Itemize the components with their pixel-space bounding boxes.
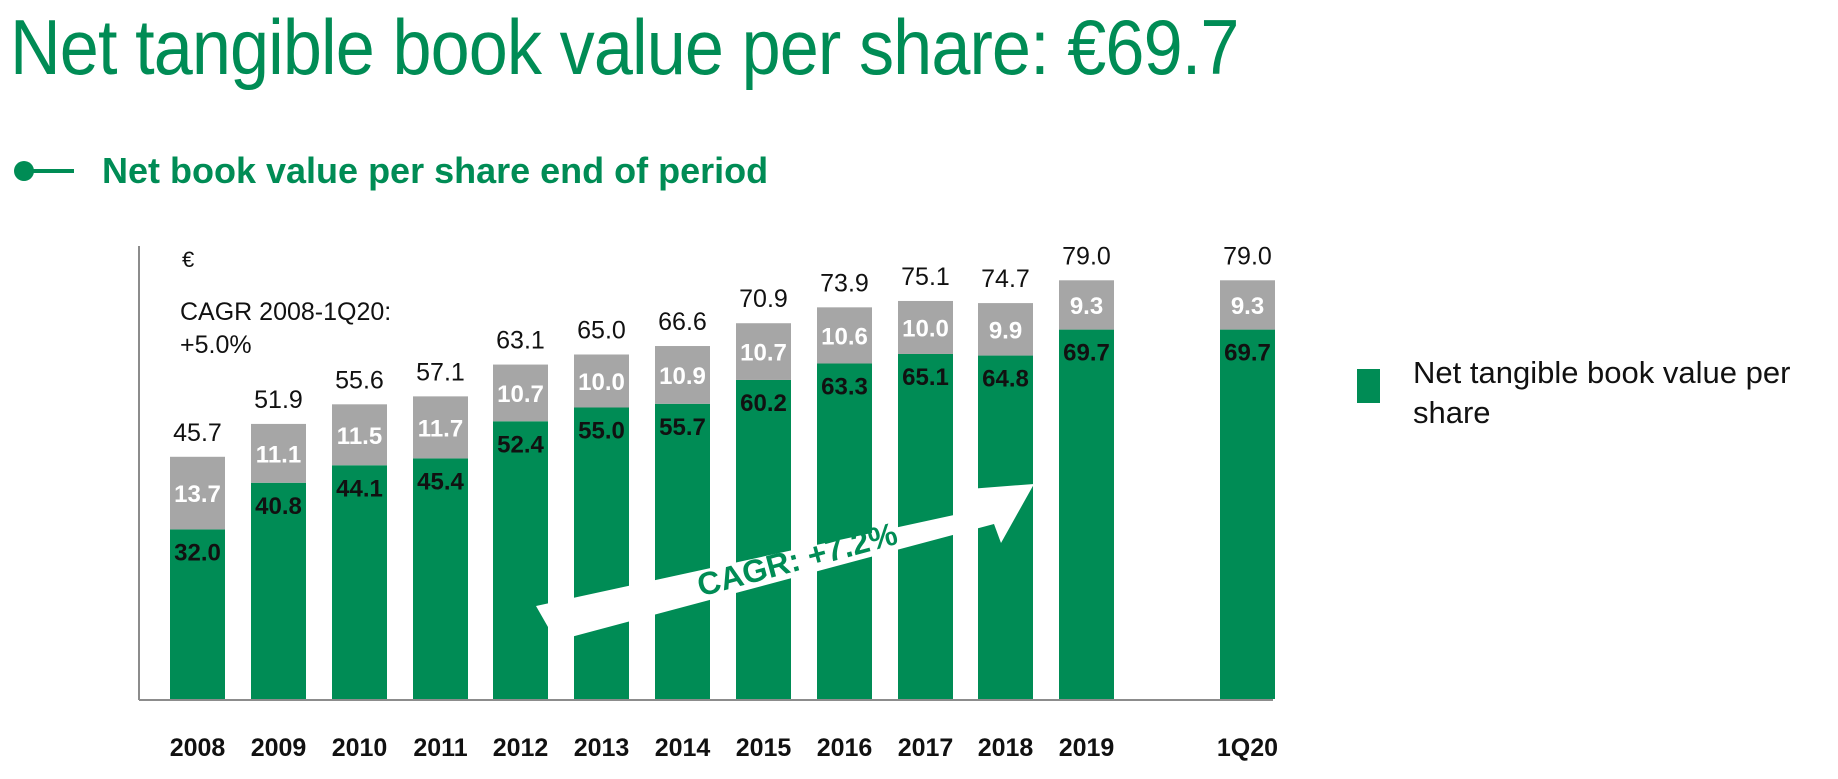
bar-net-tangible-2019: [1059, 329, 1114, 699]
bar-intangible-2015: [736, 323, 791, 380]
label-total-2019: 79.0: [1062, 242, 1111, 270]
label-intangible-2008: 13.7: [174, 481, 221, 508]
bar-net-tangible-2016: [817, 363, 872, 699]
bar-net-tangible-2012: [493, 421, 548, 699]
bar-net-tangible-1Q20: [1220, 329, 1275, 699]
label-total-2008: 45.7: [173, 419, 222, 447]
label-intangible-2019: 9.3: [1070, 293, 1103, 320]
bar-intangible-2009: [251, 423, 306, 483]
label-intangible-2010: 11.5: [337, 423, 382, 450]
bar-net-tangible-2013: [574, 407, 629, 699]
bar-intangible-2016: [817, 307, 872, 364]
bar-net-tangible-2015: [736, 379, 791, 699]
x-tick-2010: 2010: [332, 734, 388, 762]
page-title: Net tangible book value per share: €69.7: [10, 3, 1239, 91]
label-net-tangible-2019: 69.7: [1063, 340, 1110, 367]
label-net-tangible-2017: 65.1: [902, 364, 949, 391]
x-tick-2011: 2011: [413, 734, 467, 762]
label-intangible-2015: 10.7: [740, 340, 787, 367]
label-net-tangible-1Q20: 69.7: [1224, 340, 1271, 367]
x-tick-2019: 2019: [1059, 734, 1115, 762]
label-total-2015: 70.9: [739, 285, 788, 313]
label-net-tangible-2018: 64.8: [982, 366, 1029, 393]
x-tick-2012: 2012: [493, 734, 549, 762]
legend-label: Net tangible book value per share: [1413, 355, 1791, 430]
legend: Net tangible book value per share: [1357, 353, 1838, 433]
label-net-tangible-2009: 40.8: [255, 493, 302, 520]
x-tick-2015: 2015: [736, 734, 792, 762]
label-intangible-2012: 10.7: [497, 381, 544, 408]
bar-intangible-2010: [332, 404, 387, 466]
unit-label: €: [182, 247, 195, 272]
cagr-arrow: [536, 484, 1034, 641]
label-total-2009: 51.9: [254, 386, 303, 414]
bar-intangible-2012: [493, 364, 548, 422]
bullet-line-icon: [14, 151, 74, 191]
x-tick-2008: 2008: [170, 734, 226, 762]
subtitle-row: Net book value per share end of period: [14, 150, 769, 191]
bar-net-tangible-2010: [332, 465, 387, 699]
bar-intangible-2017: [898, 300, 953, 354]
label-intangible-2018: 9.9: [989, 317, 1022, 344]
bar-intangible-1Q20: [1220, 280, 1275, 330]
x-tick-2013: 2013: [574, 734, 630, 762]
cagr-note-line-1: CAGR 2008-1Q20:: [180, 298, 392, 326]
bar-net-tangible-2014: [655, 403, 710, 699]
label-net-tangible-2013: 55.0: [578, 418, 625, 445]
bar-net-tangible-2009: [251, 482, 306, 699]
bar-intangible-2011: [413, 396, 468, 459]
cagr-note: CAGR 2008-1Q20: +5.0%: [180, 296, 391, 362]
label-intangible-2011: 11.7: [418, 415, 463, 442]
label-net-tangible-2012: 52.4: [497, 431, 544, 458]
x-tick-2009: 2009: [251, 734, 307, 762]
label-net-tangible-2011: 45.4: [417, 468, 464, 495]
legend-swatch: [1357, 369, 1380, 403]
label-total-1Q20: 79.0: [1223, 242, 1272, 270]
label-total-2016: 73.9: [820, 269, 869, 297]
label-total-2011: 57.1: [416, 358, 465, 386]
label-intangible-2016: 10.6: [821, 323, 868, 350]
label-net-tangible-2014: 55.7: [659, 414, 706, 441]
label-total-2013: 65.0: [577, 317, 626, 345]
label-total-2010: 55.6: [335, 366, 384, 394]
label-net-tangible-2008: 32.0: [174, 539, 221, 566]
bar-net-tangible-2008: [170, 529, 225, 699]
x-tick-2017: 2017: [898, 734, 954, 762]
label-intangible-2013: 10.0: [578, 369, 625, 396]
bar-net-tangible-2011: [413, 458, 468, 699]
x-tick-2014: 2014: [655, 734, 711, 762]
x-tick-2018: 2018: [978, 734, 1034, 762]
label-intangible-2009: 11.1: [256, 441, 301, 468]
bar-intangible-2008: [170, 456, 225, 530]
label-net-tangible-2015: 60.2: [740, 390, 787, 417]
bar-intangible-2013: [574, 354, 629, 408]
label-net-tangible-2010: 44.1: [336, 475, 383, 502]
label-total-2014: 66.6: [658, 308, 707, 336]
label-intangible-1Q20: 9.3: [1231, 293, 1264, 320]
x-tick-1Q20: 1Q20: [1217, 734, 1278, 762]
label-total-2017: 75.1: [901, 263, 950, 291]
chart-subtitle: Net book value per share end of period: [102, 150, 769, 191]
cagr-note-line-2: +5.0%: [180, 331, 252, 359]
bar-intangible-2019: [1059, 280, 1114, 330]
label-total-2018: 74.7: [981, 265, 1030, 293]
x-tick-2016: 2016: [817, 734, 873, 762]
bar-intangible-2018: [978, 303, 1033, 356]
label-net-tangible-2016: 63.3: [821, 374, 868, 401]
label-intangible-2017: 10.0: [902, 315, 949, 342]
bar-intangible-2014: [655, 346, 710, 404]
label-intangible-2014: 10.9: [659, 363, 706, 390]
label-total-2012: 63.1: [496, 327, 545, 355]
